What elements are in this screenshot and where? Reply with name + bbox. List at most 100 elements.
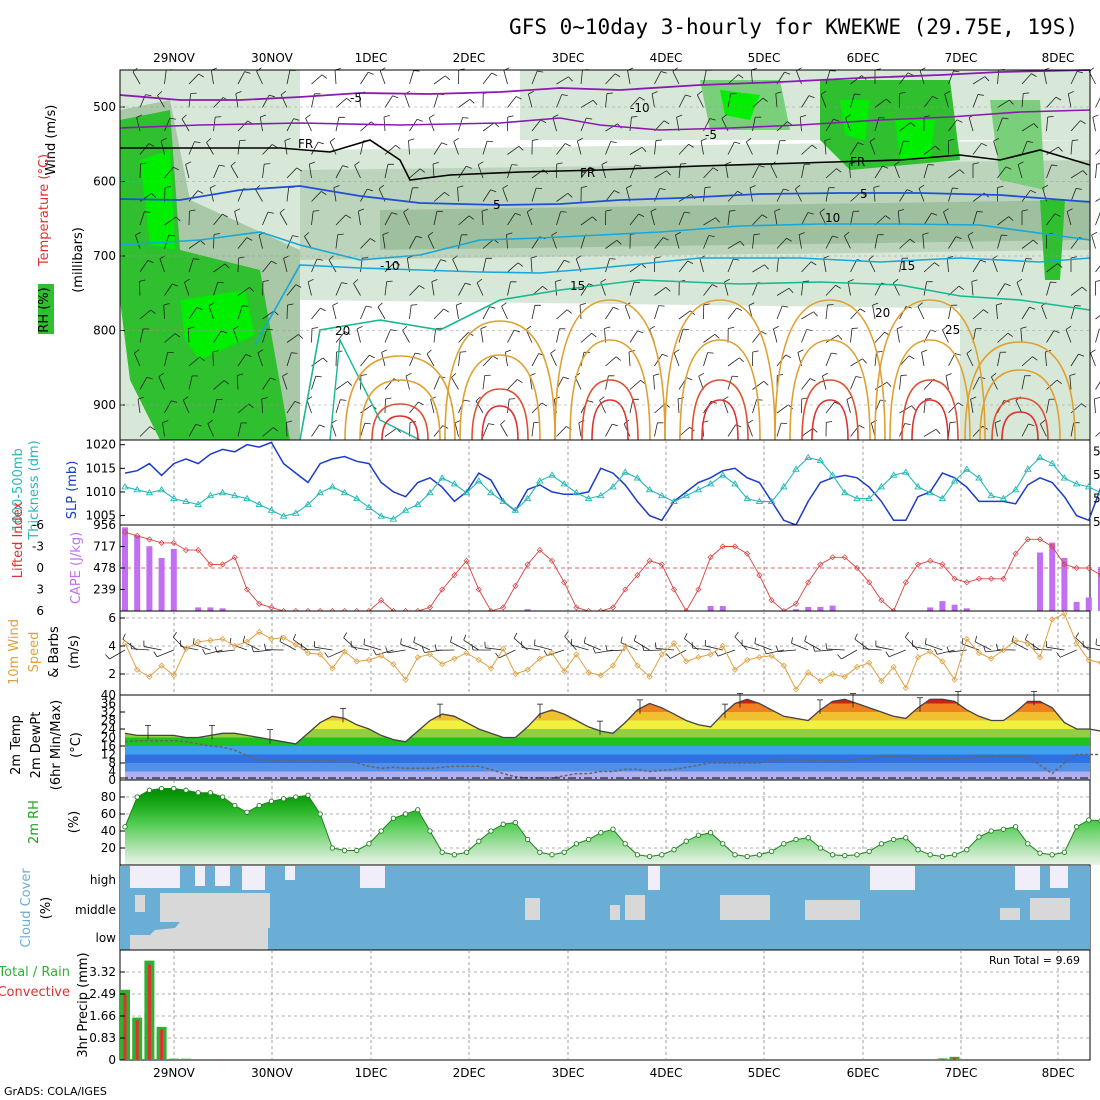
wind-barb bbox=[335, 234, 339, 249]
wind-barb-flag bbox=[1055, 96, 1062, 101]
wind10-barb bbox=[670, 649, 687, 659]
wind-barb bbox=[727, 141, 735, 155]
wind-barb bbox=[333, 187, 337, 202]
rh-point bbox=[1086, 817, 1092, 823]
wind-barb bbox=[972, 309, 984, 320]
wind10-barb bbox=[766, 649, 784, 655]
li-point bbox=[975, 575, 983, 582]
wind-barb-flag bbox=[1075, 188, 1083, 190]
rh2m-label: 2m RH bbox=[27, 800, 42, 844]
rh-point bbox=[598, 830, 604, 836]
wind-barb bbox=[752, 331, 762, 343]
cloud-high-gap bbox=[242, 866, 265, 890]
wind-barb bbox=[138, 281, 141, 296]
contour-label: 15 bbox=[900, 259, 915, 273]
wind-barb bbox=[433, 192, 445, 202]
rh-point bbox=[171, 785, 177, 792]
wind-barb-flag bbox=[1069, 373, 1076, 376]
wind-barb-flag bbox=[723, 396, 729, 401]
cloud-high-gap bbox=[648, 866, 660, 890]
wind-barb-flag bbox=[885, 215, 891, 220]
wind-barb bbox=[654, 140, 657, 155]
wind-barb-flag bbox=[638, 213, 645, 217]
rh-point bbox=[549, 852, 555, 858]
li-point bbox=[182, 547, 190, 554]
wind-barb bbox=[453, 141, 459, 155]
rh-point bbox=[622, 841, 628, 847]
wind-barb bbox=[1046, 399, 1050, 414]
thickness-point bbox=[975, 474, 983, 481]
wind-barb-flag bbox=[714, 333, 720, 339]
wind-barb-flag bbox=[426, 349, 432, 355]
wind-barb-flag bbox=[1095, 280, 1100, 282]
wind-barb bbox=[845, 117, 851, 132]
wind-barb bbox=[844, 235, 851, 249]
wind-barb bbox=[501, 306, 508, 320]
wind-barb bbox=[262, 329, 268, 343]
thickness-point bbox=[706, 480, 715, 487]
wind-barb-flag bbox=[898, 208, 905, 212]
wind-barb bbox=[384, 329, 391, 343]
wind-barb-flag bbox=[675, 231, 681, 236]
wind-point bbox=[121, 640, 129, 647]
wind-barb bbox=[1046, 330, 1055, 343]
wind-barb bbox=[311, 376, 317, 390]
wind-barb bbox=[801, 164, 805, 179]
wind-barb bbox=[135, 235, 141, 249]
wind-barb-flag bbox=[728, 326, 735, 329]
wind-point bbox=[304, 649, 312, 657]
wind-barb bbox=[409, 70, 414, 85]
rh-point bbox=[463, 849, 470, 855]
wind-barb-flag bbox=[400, 638, 402, 645]
wind-barb bbox=[286, 284, 297, 296]
wind10-barb bbox=[754, 643, 772, 651]
cloud-label: Cloud Cover bbox=[19, 868, 34, 948]
wind-barb-flag bbox=[587, 400, 594, 403]
wind-barb-flag bbox=[1028, 423, 1035, 426]
thickness-point bbox=[450, 480, 459, 487]
wind10-barb bbox=[584, 642, 601, 651]
li-point bbox=[1073, 564, 1080, 572]
wind-barb bbox=[1043, 70, 1047, 85]
wind-barb-flag bbox=[909, 238, 915, 244]
wind10-barb bbox=[620, 642, 638, 651]
precip-tick: 3.32 bbox=[89, 965, 116, 979]
slp-panel: 58458057657210201015101010051000-500mbTh… bbox=[11, 438, 1100, 541]
cape-bar bbox=[707, 606, 714, 611]
wind-barb bbox=[727, 307, 737, 320]
wind-barb bbox=[576, 140, 582, 155]
wind-barb bbox=[776, 287, 790, 296]
wind-barb-flag bbox=[826, 420, 833, 423]
wind-barb bbox=[433, 93, 439, 108]
wind-barb-flag bbox=[854, 633, 858, 640]
wind-barb-flag bbox=[147, 260, 154, 264]
wind-barb-flag bbox=[537, 70, 544, 73]
cloud-high-gap bbox=[130, 866, 180, 888]
wind10-barb bbox=[193, 643, 211, 651]
wind-point bbox=[707, 651, 714, 658]
wind-barb bbox=[237, 287, 250, 296]
cape-bar bbox=[817, 606, 824, 611]
wind-barb-flag bbox=[222, 213, 228, 218]
rh-point bbox=[866, 848, 872, 855]
wind-point bbox=[731, 666, 739, 673]
contour-freezing bbox=[120, 139, 1091, 181]
wind-barb bbox=[433, 308, 445, 320]
thickness-point bbox=[231, 491, 239, 499]
wind10-speed-label: Speed bbox=[27, 632, 42, 673]
wind-barb-flag bbox=[309, 161, 316, 165]
wind-barb-flag bbox=[955, 236, 962, 240]
wind-barb bbox=[850, 75, 862, 85]
rh-point bbox=[1073, 824, 1080, 830]
wind-barb-flag bbox=[899, 91, 906, 94]
wind-barb bbox=[825, 305, 828, 320]
rh-point bbox=[439, 849, 445, 855]
wind-barb-flag bbox=[316, 258, 323, 261]
thickness-point bbox=[243, 494, 251, 502]
wind-barb bbox=[605, 307, 614, 320]
wind-barb-flag bbox=[194, 141, 201, 144]
wind-barb-flag bbox=[697, 90, 703, 96]
wind-barb-flag bbox=[230, 161, 236, 167]
wind-barb bbox=[164, 166, 174, 179]
wind-barb-flag bbox=[925, 398, 932, 400]
